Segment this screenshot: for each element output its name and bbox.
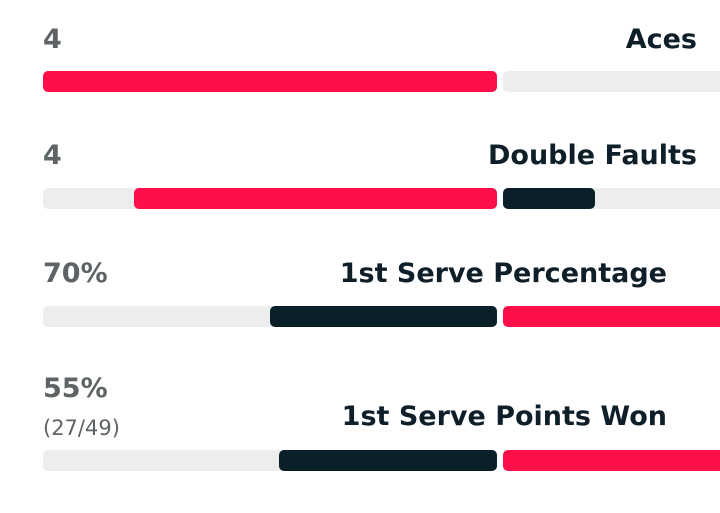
stat-row-double-faults: 4 Double Faults	[0, 0, 720, 230]
stat-title: Double Faults	[487, 140, 697, 171]
stat-row-first-serve-percentage: 70% 1st Serve Percentage	[43, 258, 720, 327]
stat-title: Aces	[625, 24, 697, 55]
home-value: 55%	[43, 373, 108, 404]
home-value: 70%	[43, 258, 108, 289]
away-bar-track	[503, 71, 720, 92]
home-value: 4	[43, 140, 62, 171]
away-bar-fill	[503, 450, 720, 471]
home-bar-fill	[270, 306, 497, 327]
home-bar-fill	[134, 188, 497, 209]
stat-row-aces: 4 Aces	[0, 0, 720, 110]
away-bar-fill	[503, 188, 595, 209]
away-bar-fill	[503, 306, 720, 327]
stat-title: 1st Serve Percentage	[339, 258, 667, 289]
home-value: 4	[43, 24, 62, 55]
home-bar-fill	[43, 71, 497, 92]
home-bar-fill	[279, 450, 497, 471]
stat-title: 1st Serve Points Won	[341, 401, 667, 432]
stat-row-first-serve-points-won: 55% (27/49) 1st Serve Points Won	[43, 373, 720, 471]
home-value-detail: (27/49)	[43, 416, 120, 440]
